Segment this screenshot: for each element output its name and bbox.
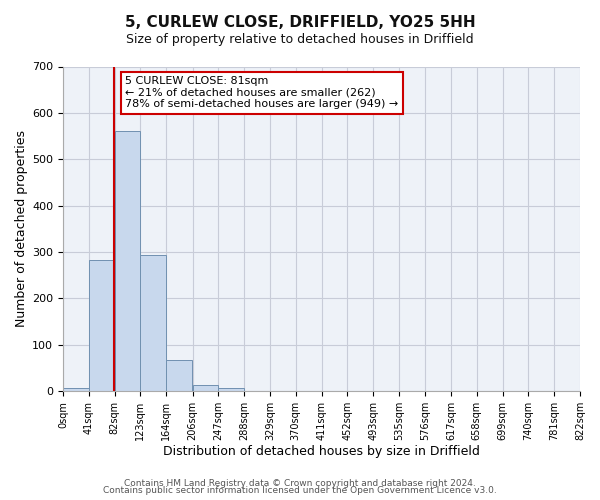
X-axis label: Distribution of detached houses by size in Driffield: Distribution of detached houses by size … [163,444,480,458]
Bar [218,388,244,391]
Bar [140,256,166,391]
Bar [193,384,218,391]
Text: Contains HM Land Registry data © Crown copyright and database right 2024.: Contains HM Land Registry data © Crown c… [124,478,476,488]
Bar [115,130,140,391]
Text: Contains public sector information licensed under the Open Government Licence v3: Contains public sector information licen… [103,486,497,495]
Bar [166,360,192,391]
Text: Size of property relative to detached houses in Driffield: Size of property relative to detached ho… [126,32,474,46]
Y-axis label: Number of detached properties: Number of detached properties [15,130,28,328]
Text: 5 CURLEW CLOSE: 81sqm
← 21% of detached houses are smaller (262)
78% of semi-det: 5 CURLEW CLOSE: 81sqm ← 21% of detached … [125,76,398,110]
Bar [63,388,89,391]
Bar [89,260,115,391]
Text: 5, CURLEW CLOSE, DRIFFIELD, YO25 5HH: 5, CURLEW CLOSE, DRIFFIELD, YO25 5HH [125,15,475,30]
